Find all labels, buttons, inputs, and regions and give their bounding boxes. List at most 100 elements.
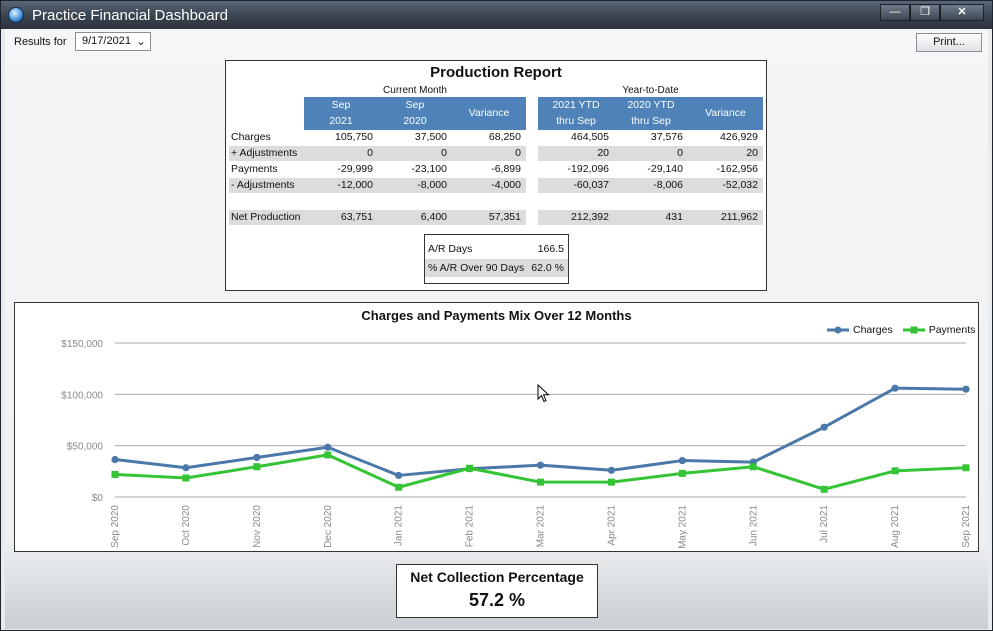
table-cell: -60,037 <box>573 179 609 191</box>
row-label: Net Production <box>231 211 301 223</box>
table-cell: -6,899 <box>491 163 521 175</box>
row-label: Charges <box>231 131 271 143</box>
charges-payments-chart: Charges and Payments Mix Over 12 Months … <box>14 302 979 552</box>
data-point-charges <box>536 461 545 469</box>
data-point-payments <box>537 478 544 486</box>
column-header: 2020 YTD thru Sep <box>614 97 688 130</box>
column-header: 2021 YTD thru Sep <box>538 97 614 130</box>
ar-days-row: A/R Days 166.5 <box>425 240 568 258</box>
data-point-payments <box>749 463 757 471</box>
title-bar[interactable]: Practice Financial Dashboard — ❒ ✕ <box>1 1 992 29</box>
table-cell: 37,576 <box>650 131 683 143</box>
table-cell: 20 <box>597 147 609 159</box>
minimize-button[interactable]: — <box>880 4 910 21</box>
x-tick-label: Nov 2020 <box>252 505 263 548</box>
row-label: - Adjustments <box>231 179 295 191</box>
line-chart-plot: $0 $50,000 $100,000 $150,000 Sep 2020 Oct 202… <box>61 339 972 549</box>
x-tick-label: Aug 2021 <box>890 505 901 548</box>
data-point-charges <box>607 466 616 474</box>
column-header: Variance <box>452 97 526 130</box>
window-title: Practice Financial Dashboard <box>32 7 228 24</box>
row-shade <box>229 178 526 193</box>
x-tick-label: Apr 2021 <box>606 505 617 546</box>
ar-over90-label: % A/R Over 90 Days <box>428 262 525 274</box>
table-cell: -4,000 <box>491 179 521 191</box>
results-for-label: Results for <box>14 36 67 48</box>
data-point-payments <box>962 464 970 472</box>
table-cell: -12,000 <box>337 179 373 191</box>
row-shade <box>538 210 763 225</box>
data-point-charges <box>820 423 828 431</box>
table-cell: 105,750 <box>335 131 373 143</box>
x-tick-label: Jan 2021 <box>394 505 405 547</box>
x-tick-label: Oct 2020 <box>181 505 192 546</box>
table-cell: 37,500 <box>414 131 447 143</box>
table-cell: -8,000 <box>417 179 447 191</box>
table-cell: 0 <box>441 147 447 159</box>
table-cell: -192,096 <box>567 163 609 175</box>
row-label: Payments <box>231 163 278 175</box>
x-tick-label: Sep 2021 <box>961 505 972 548</box>
table-cell: 20 <box>746 147 758 159</box>
x-tick-label: Jun 2021 <box>748 505 759 547</box>
chart-legend: Charges Payments <box>827 324 975 336</box>
data-point-charges <box>962 385 970 393</box>
data-point-charges <box>253 453 261 462</box>
data-point-payments <box>324 451 332 459</box>
data-point-payments <box>820 485 828 493</box>
legend-label: Charges <box>853 324 893 336</box>
year-to-date-header: Year-to-Date <box>622 85 679 96</box>
y-tick-label: $50,000 <box>67 442 104 453</box>
y-tick-label: $100,000 <box>61 390 103 401</box>
table-cell: 212,392 <box>571 211 609 223</box>
y-tick-label: $150,000 <box>61 339 103 350</box>
row-shade <box>229 210 526 225</box>
data-point-charges <box>891 384 899 392</box>
table-cell: -29,140 <box>647 163 683 175</box>
table-cell: 63,751 <box>340 211 373 223</box>
column-header: Variance <box>688 97 763 130</box>
chevron-down-icon[interactable]: ⌄ <box>135 34 146 48</box>
print-button[interactable]: Print... <box>916 33 982 52</box>
report-title: Production Report <box>430 64 562 81</box>
table-cell: 0 <box>677 147 683 159</box>
window-controls: — ❒ ✕ <box>880 4 984 21</box>
row-shade <box>538 178 763 193</box>
data-point-payments <box>182 474 190 482</box>
legend-label: Payments <box>928 324 976 336</box>
legend-payments-marker <box>902 326 925 334</box>
data-point-payments <box>253 463 261 471</box>
table-cell: 431 <box>665 211 683 223</box>
data-point-charges <box>678 456 686 465</box>
client-area: Results for 9/17/2021 ⌄ Print... Product… <box>5 29 988 629</box>
x-tick-label: Jul 2021 <box>819 505 830 543</box>
table-cell: 6,400 <box>420 211 447 223</box>
mouse-cursor-icon <box>537 384 550 403</box>
table-cell: 0 <box>515 147 521 159</box>
y-tick-label: $0 <box>92 493 104 504</box>
app-globe-icon <box>8 7 24 23</box>
table-cell: 426,929 <box>720 131 758 143</box>
ar-over90-row: % A/R Over 90 Days 62.0 % <box>425 259 568 277</box>
column-header: Sep 2021 <box>304 97 378 130</box>
table-cell: 211,962 <box>720 211 758 223</box>
net-collection-title: Net Collection Percentage <box>410 569 584 585</box>
data-point-charges <box>324 443 332 451</box>
production-report: Production Report Current Month Year-to-… <box>225 60 767 291</box>
row-label: + Adjustments <box>231 147 298 159</box>
x-tick-label: May 2021 <box>677 505 688 549</box>
ar-over90-value: 62.0 % <box>531 262 564 274</box>
close-button[interactable]: ✕ <box>940 4 984 21</box>
data-point-payments <box>466 464 474 472</box>
date-select[interactable]: 9/17/2021 ⌄ <box>75 32 151 51</box>
table-cell: 464,505 <box>571 131 609 143</box>
table-cell: 57,351 <box>488 211 521 223</box>
table-cell: -162,956 <box>716 163 758 175</box>
table-cell: 68,250 <box>488 131 521 143</box>
data-point-charges <box>182 464 190 472</box>
data-point-payments <box>111 470 119 478</box>
ar-days-label: A/R Days <box>428 243 473 255</box>
row-shade <box>229 146 526 161</box>
restore-button[interactable]: ❒ <box>910 4 940 21</box>
